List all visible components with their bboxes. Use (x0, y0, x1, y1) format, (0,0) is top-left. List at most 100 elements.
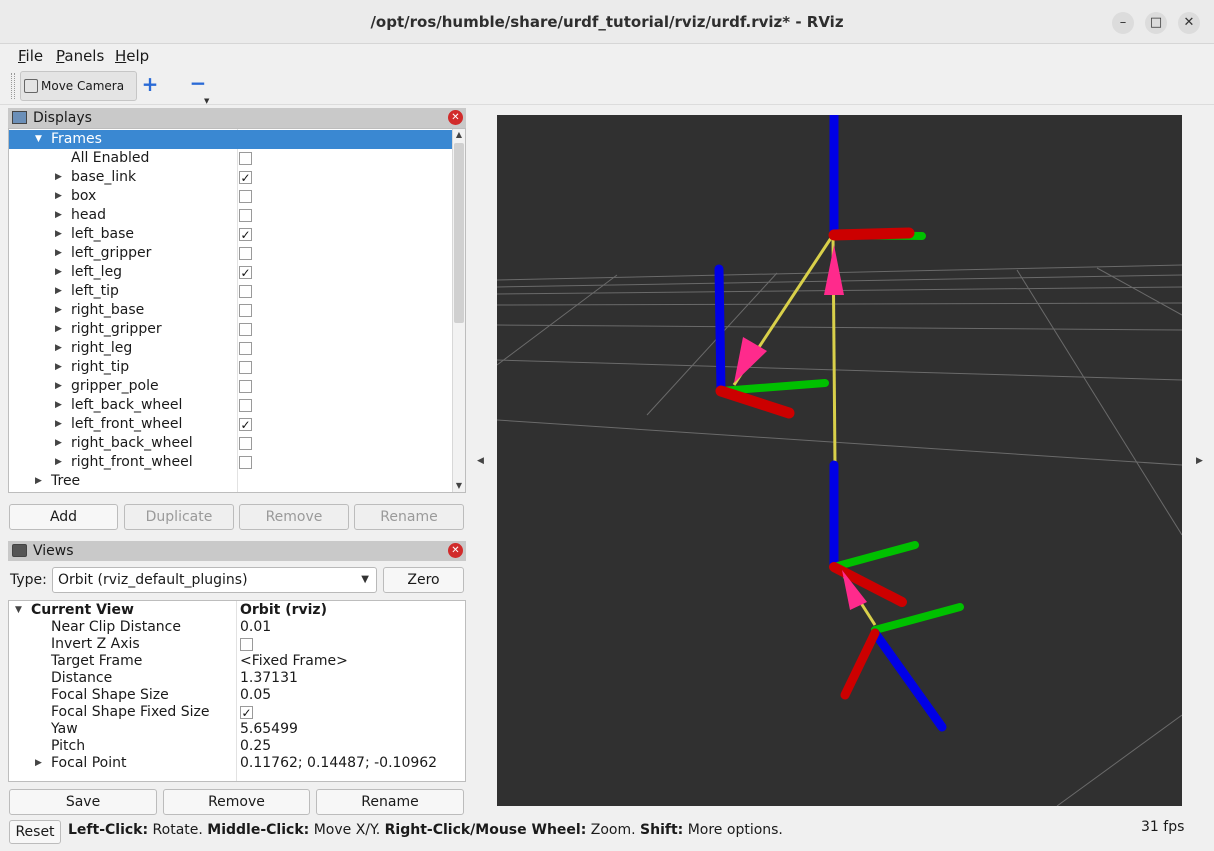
menu-panels[interactable]: Panels (56, 47, 104, 65)
frame-item[interactable]: ▶ left_front_wheel ✓ (9, 415, 453, 434)
view-property-value[interactable]: 0.25 (240, 738, 272, 754)
add-tool-button[interactable]: + (141, 72, 159, 96)
expand-arrow-icon[interactable]: ▶ (55, 400, 62, 410)
frame-item[interactable]: ▶ gripper_pole (9, 377, 453, 396)
duplicate-display-button[interactable]: Duplicate (124, 504, 234, 530)
displays-tree[interactable]: ▼ Frames All Enabled ▶ base_link ✓ ▶ box ▶ head… (8, 128, 466, 493)
frame-enabled-checkbox[interactable] (239, 304, 252, 317)
rename-view-button[interactable]: Rename (316, 789, 464, 815)
maximize-button[interactable]: □ (1145, 12, 1167, 34)
view-property-row[interactable]: Target Frame <Fixed Frame> (9, 653, 465, 670)
view-property-value[interactable]: 1.37131 (240, 670, 298, 686)
expand-arrow-icon[interactable]: ▶ (55, 172, 62, 182)
scroll-down-icon[interactable]: ▼ (455, 481, 463, 490)
frame-enabled-checkbox[interactable] (239, 342, 252, 355)
collapse-arrow-icon[interactable]: ▼ (15, 605, 22, 615)
expand-arrow-icon[interactable]: ▶ (35, 476, 42, 486)
frame-item[interactable]: ▶ right_tip (9, 358, 453, 377)
expand-arrow-icon[interactable]: ▶ (55, 438, 62, 448)
toolbar-grip[interactable] (11, 73, 15, 99)
expand-arrow-icon[interactable]: ▶ (55, 210, 62, 220)
frame-item[interactable]: ▶ base_link ✓ (9, 168, 453, 187)
view-properties[interactable]: ▼ Current View Orbit (rviz) Near Clip Di… (8, 600, 466, 782)
frame-item[interactable]: ▶ left_leg ✓ (9, 263, 453, 282)
close-displays-icon[interactable]: ✕ (448, 110, 463, 125)
frame-item[interactable]: ▶ head (9, 206, 453, 225)
expand-arrow-icon[interactable]: ▶ (55, 457, 62, 467)
expand-arrow-icon[interactable]: ▶ (55, 343, 62, 353)
frame-enabled-checkbox[interactable] (239, 380, 252, 393)
frame-item[interactable]: ▶ right_base (9, 301, 453, 320)
view-property-row[interactable]: Focal Shape Size 0.05 (9, 687, 465, 704)
frame-enabled-checkbox[interactable]: ✓ (239, 171, 252, 185)
frame-enabled-checkbox[interactable] (239, 285, 252, 298)
collapse-arrow-icon[interactable]: ▼ (35, 134, 42, 144)
expand-arrow-icon[interactable]: ▶ (55, 248, 62, 258)
current-view-row[interactable]: ▼ Current View Orbit (rviz) (9, 602, 465, 619)
frame-item[interactable]: ▶ left_back_wheel (9, 396, 453, 415)
frame-item[interactable]: ▶ left_tip (9, 282, 453, 301)
reset-button[interactable]: Reset (9, 820, 61, 844)
tree-item-frames[interactable]: ▼ Frames (9, 130, 453, 149)
frame-enabled-checkbox[interactable] (239, 399, 252, 412)
frame-enabled-checkbox[interactable]: ✓ (239, 228, 252, 242)
collapse-right-icon[interactable]: ▶ (1196, 456, 1203, 466)
frame-enabled-checkbox[interactable] (239, 323, 252, 336)
frame-enabled-checkbox[interactable] (239, 437, 252, 450)
frame-enabled-checkbox[interactable] (239, 456, 252, 469)
view-property-value[interactable]: 0.05 (240, 687, 272, 703)
close-views-icon[interactable]: ✕ (448, 543, 463, 558)
frame-enabled-checkbox[interactable]: ✓ (239, 418, 252, 432)
zero-button[interactable]: Zero (383, 567, 464, 593)
frame-item[interactable]: ▶ right_front_wheel (9, 453, 453, 472)
view-property-value[interactable]: 0.01 (240, 619, 272, 635)
view-property-value[interactable]: 5.65499 (240, 721, 298, 737)
render-view[interactable] (497, 115, 1182, 806)
rename-display-button[interactable]: Rename (354, 504, 464, 530)
frame-enabled-checkbox[interactable]: ✓ (239, 266, 252, 280)
view-property-row[interactable]: Focal Shape Fixed Size ✓ (9, 704, 465, 721)
expand-arrow-icon[interactable]: ▶ (55, 267, 62, 277)
menu-file[interactable]: File (18, 47, 43, 65)
expand-arrow-icon[interactable]: ▶ (55, 381, 62, 391)
view-property-value[interactable]: <Fixed Frame> (240, 653, 348, 669)
menu-help[interactable]: Help (115, 47, 149, 65)
expand-arrow-icon[interactable]: ▶ (55, 362, 62, 372)
scroll-thumb[interactable] (454, 143, 464, 323)
frame-enabled-checkbox[interactable] (239, 190, 252, 203)
frame-enabled-checkbox[interactable] (239, 209, 252, 222)
minimize-button[interactable]: – (1112, 12, 1134, 34)
expand-arrow-icon[interactable]: ▶ (35, 758, 42, 768)
scroll-up-icon[interactable]: ▲ (455, 130, 463, 139)
add-display-button[interactable]: Add (9, 504, 118, 530)
view-property-row[interactable]: Pitch 0.25 (9, 738, 465, 755)
close-button[interactable]: ✕ (1178, 12, 1200, 34)
frame-enabled-checkbox[interactable] (239, 247, 252, 260)
tree-item-tree[interactable]: ▶ Tree (9, 472, 453, 491)
expand-arrow-icon[interactable]: ▶ (55, 305, 62, 315)
view-property-checkbox[interactable] (240, 638, 253, 651)
frame-item[interactable]: ▶ box (9, 187, 453, 206)
collapse-left-icon[interactable]: ◀ (477, 456, 484, 466)
expand-arrow-icon[interactable]: ▶ (55, 191, 62, 201)
frame-item[interactable]: ▶ left_gripper (9, 244, 453, 263)
remove-display-button[interactable]: Remove (239, 504, 349, 530)
expand-arrow-icon[interactable]: ▶ (55, 324, 62, 334)
view-property-row[interactable]: Invert Z Axis (9, 636, 465, 653)
frame-item[interactable]: ▶ right_gripper (9, 320, 453, 339)
view-property-row[interactable]: Yaw 5.65499 (9, 721, 465, 738)
frame-item[interactable]: ▶ left_base ✓ (9, 225, 453, 244)
view-type-select[interactable]: Orbit (rviz_default_plugins) ▼ (52, 567, 377, 593)
frame-enabled-checkbox[interactable] (239, 361, 252, 374)
frame-enabled-checkbox[interactable] (239, 152, 252, 165)
view-property-row[interactable]: Near Clip Distance 0.01 (9, 619, 465, 636)
displays-scrollbar[interactable]: ▲ ▼ (452, 129, 465, 492)
scene-svg[interactable] (497, 115, 1182, 806)
view-property-row[interactable]: Distance 1.37131 (9, 670, 465, 687)
view-property-checkbox[interactable]: ✓ (240, 706, 253, 720)
view-property-row[interactable]: ▶ Focal Point 0.11762; 0.14487; -0.10962 (9, 755, 465, 772)
frame-item[interactable]: ▶ right_back_wheel (9, 434, 453, 453)
frame-item[interactable]: All Enabled (9, 149, 453, 168)
remove-tool-button[interactable]: − ▼ (188, 73, 210, 105)
save-view-button[interactable]: Save (9, 789, 157, 815)
